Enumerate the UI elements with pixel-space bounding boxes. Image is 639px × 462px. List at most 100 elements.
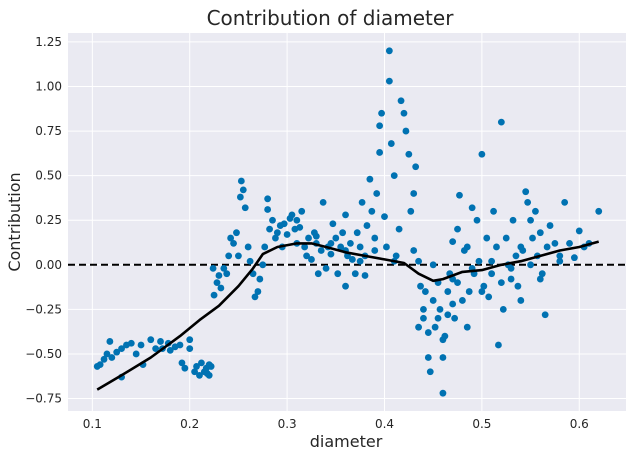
scatter-point (319, 198, 327, 206)
scatter-point (312, 232, 320, 240)
scatter-point (227, 234, 235, 242)
scatter-point (424, 329, 432, 336)
trend-line (96, 240, 600, 391)
scatter-point (420, 305, 427, 313)
scatter-point (327, 239, 335, 247)
scatter-point (196, 371, 203, 379)
scatter-point (361, 272, 369, 279)
scatter-point (546, 222, 554, 229)
scatter-point (410, 247, 418, 254)
scatter-point (463, 323, 471, 331)
y-tick-label: 0.75 (35, 124, 62, 138)
scatter-point (358, 198, 366, 206)
y-tick-label: 1.00 (35, 79, 62, 93)
scatter-point (575, 227, 583, 235)
scatter-point (536, 229, 544, 237)
scatter-point (517, 297, 525, 304)
scatter-point (191, 368, 198, 376)
scatter-point (488, 270, 496, 278)
scatter-point (381, 213, 388, 221)
scatter-point (244, 243, 252, 251)
scatter-point (301, 243, 309, 251)
scatter-point (337, 243, 345, 251)
scatter-point (415, 323, 422, 331)
scatter-point (246, 257, 254, 265)
scatter-point (485, 293, 493, 301)
scatter-point (522, 188, 530, 196)
scatter-point (100, 355, 108, 363)
x-axis-label: diameter (310, 432, 383, 451)
scatter-point (475, 257, 483, 265)
scatter-point (356, 243, 364, 251)
scatter-point (421, 288, 429, 295)
scatter-point (293, 216, 301, 224)
scatter-point (239, 186, 247, 194)
scatter-point (280, 220, 288, 228)
scatter-point (220, 264, 228, 272)
scatter-point (236, 193, 244, 201)
scatter-point (463, 243, 471, 251)
scatter-point (424, 354, 432, 361)
scatter-point (397, 97, 405, 105)
scatter-point (434, 314, 442, 322)
scatter-point (298, 207, 306, 215)
grid-lines (68, 33, 626, 411)
scatter-point (507, 275, 515, 283)
scatter-point (402, 127, 410, 135)
scatter-point (329, 220, 337, 228)
scatter-point (458, 297, 466, 304)
scatter-point (353, 229, 361, 237)
scatter-point (106, 338, 114, 345)
scatter-point (512, 252, 520, 260)
scatter-point (317, 247, 325, 254)
scatter-point (152, 345, 160, 352)
scatter-point (264, 206, 272, 213)
scatter-point (103, 350, 111, 358)
scatter-point (478, 288, 486, 295)
scatter-point (213, 279, 221, 287)
x-tick-label: 0.5 (472, 417, 491, 431)
scatter-point (392, 252, 400, 260)
scatter-point (400, 109, 408, 117)
scatter-point (439, 354, 447, 361)
scatter-point (468, 204, 476, 212)
y-tick-label: 0.00 (35, 258, 62, 272)
scatter-point (288, 211, 296, 219)
scatter-point (429, 261, 437, 269)
chart-title: Contribution of diameter (207, 6, 455, 30)
scatter-point (266, 225, 273, 233)
scatter-point (431, 323, 439, 331)
scatter-point (449, 300, 457, 308)
scatter-point (366, 175, 374, 183)
scatter-point (209, 264, 217, 272)
scatter-point (113, 348, 121, 356)
scatter-point (570, 254, 578, 262)
scatter-point (538, 270, 546, 278)
scatter-point (488, 257, 496, 265)
scatter-point (371, 247, 379, 254)
scatter-point (429, 297, 437, 304)
scatter-point (497, 118, 505, 126)
scatter-point (296, 223, 304, 231)
scatter-point (178, 359, 186, 367)
scatter-point (176, 341, 184, 349)
scatter-point (499, 305, 507, 313)
scatter-point (556, 252, 564, 260)
y-tick-label: −0.50 (25, 347, 62, 361)
scatter-point (415, 257, 422, 265)
scatter-point (356, 257, 364, 265)
y-tick-label: 0.50 (35, 169, 62, 183)
scatter-point (566, 239, 573, 247)
scatter-point (527, 216, 534, 224)
scatter-point (420, 314, 427, 322)
scatter-point (259, 261, 267, 269)
scatter-point (334, 270, 342, 278)
scatter-point (203, 370, 211, 377)
scatter-point (407, 207, 415, 215)
scatter-point (251, 293, 259, 301)
scatter-point (507, 264, 515, 272)
x-tick-labels: 0.1 0.2 0.3 0.4 0.5 0.6 (83, 417, 589, 431)
trend-line-path (96, 240, 600, 391)
scatter-point (385, 47, 393, 55)
scatter-point (502, 234, 510, 242)
